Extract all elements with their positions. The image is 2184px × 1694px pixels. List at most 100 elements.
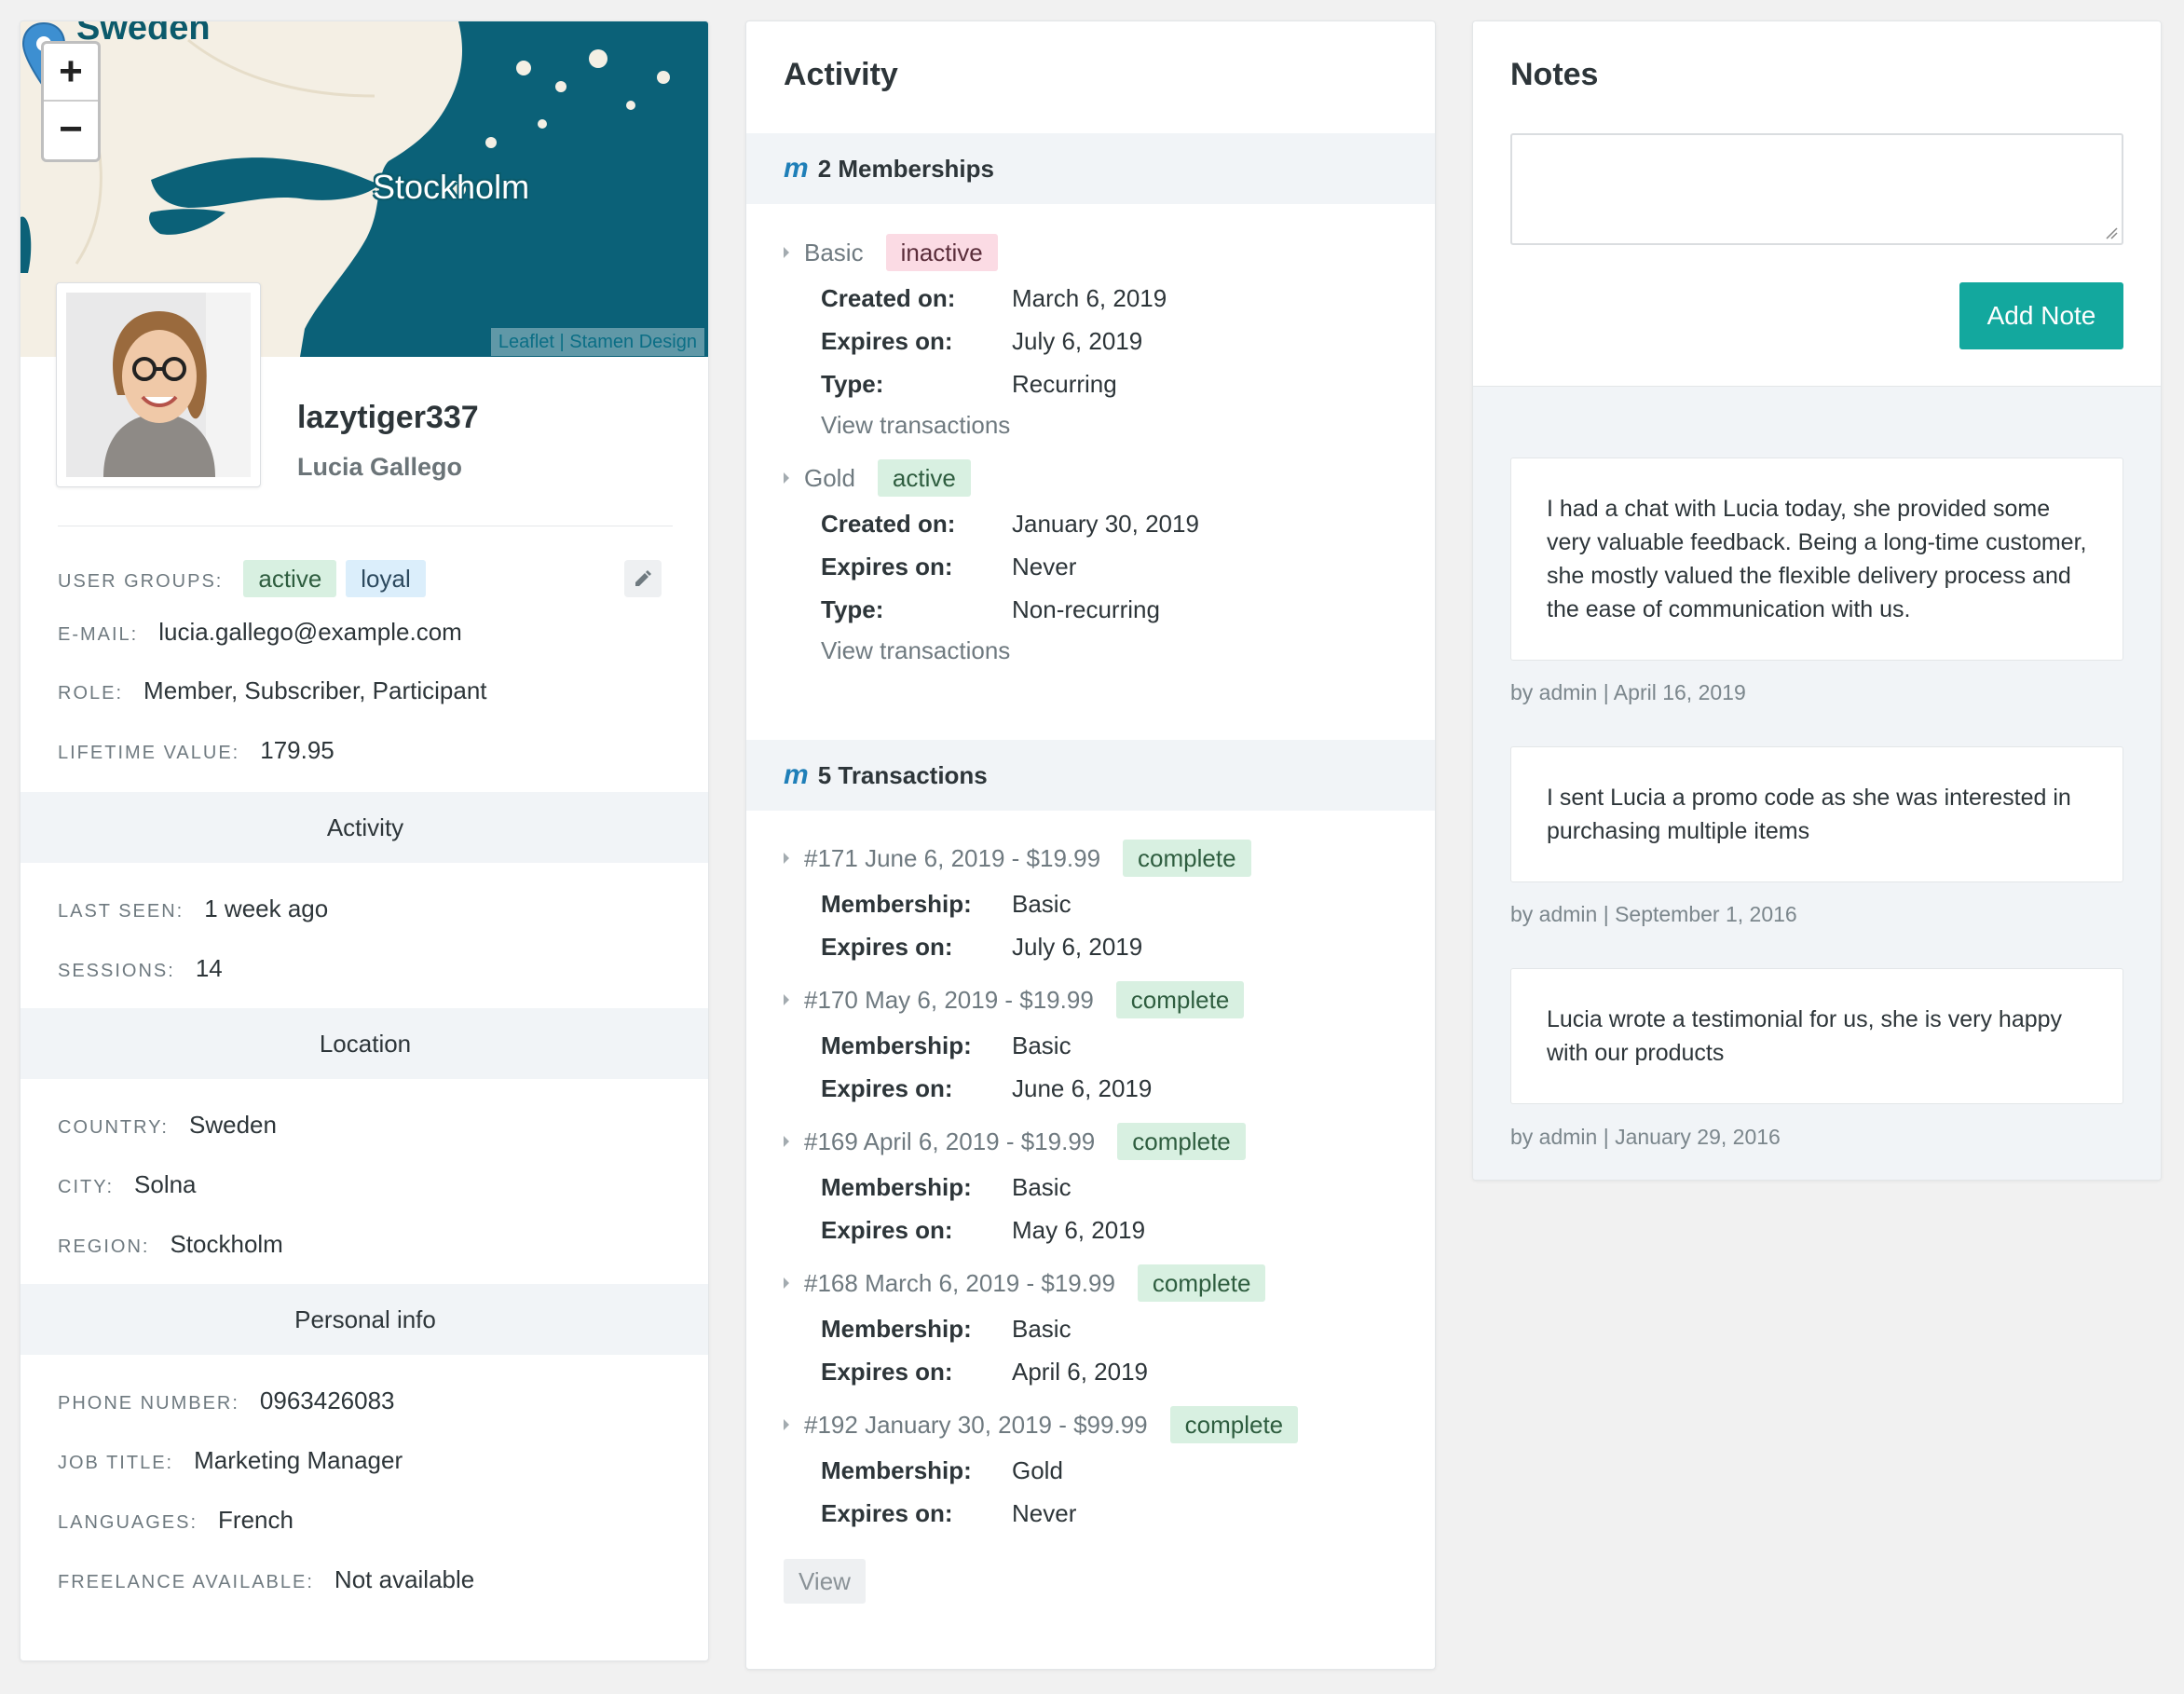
kv-label: Membership: — [821, 890, 972, 918]
region-value: Stockholm — [170, 1230, 283, 1258]
transactions-header[interactable]: m 5 Transactions — [746, 740, 1435, 811]
caret-right-icon — [784, 247, 789, 258]
caret-right-icon — [784, 1136, 789, 1147]
personal-info-section-header: Personal info — [20, 1284, 708, 1355]
kv-label: Membership: — [821, 1031, 972, 1059]
membership-type: Type: Non-recurring — [821, 595, 1160, 624]
caret-right-icon — [784, 853, 789, 864]
brand-m-icon: m — [784, 759, 809, 790]
kv-label: Membership: — [821, 1173, 972, 1201]
avatar — [56, 282, 261, 487]
username: lazytiger337 — [297, 400, 479, 435]
kv-label: Membership: — [821, 1456, 972, 1484]
user-group-badge-loyal: loyal — [346, 560, 426, 597]
field-label: USER GROUPS: — [58, 571, 224, 592]
transaction-row[interactable]: #168 March 6, 2019 - $19.99 complete — [784, 1264, 1275, 1302]
view-button[interactable]: View — [784, 1559, 866, 1604]
map-zoom-control: + − — [41, 41, 101, 162]
note-meta: by admin | January 29, 2016 — [1510, 1125, 1781, 1149]
transaction-row[interactable]: #171 June 6, 2019 - $19.99 complete — [784, 840, 1261, 877]
membership-type: Type: Recurring — [821, 370, 1117, 399]
city-value: Solna — [134, 1170, 197, 1198]
kv-value: April 6, 2019 — [1012, 1358, 1148, 1386]
transaction-expires: Expires on: Never — [821, 1499, 1076, 1528]
transaction-expires: Expires on: May 6, 2019 — [821, 1216, 1145, 1245]
kv-label: Type: — [821, 370, 884, 398]
membership-row[interactable]: Gold active — [784, 459, 980, 497]
brand-m-icon: m — [784, 153, 809, 184]
role-field: ROLE: Member, Subscriber, Participant — [58, 676, 487, 705]
country-value: Sweden — [188, 1111, 277, 1139]
location-map[interactable]: Sweden Stockholm + − Leaflet | Stamen De… — [20, 21, 708, 357]
country-field: COUNTRY: Sweden — [58, 1111, 277, 1140]
status-badge: complete — [1123, 840, 1251, 877]
kv-value: Never — [1012, 553, 1077, 581]
city-field: CITY: Solna — [58, 1170, 197, 1199]
activity-card: Activity m 2 Memberships Basic inactive … — [745, 20, 1436, 1670]
lifetime-value: 179.95 — [260, 736, 334, 764]
note-item: I had a chat with Lucia today, she provi… — [1510, 458, 2123, 661]
email-field: E-MAIL: lucia.gallego@example.com — [58, 618, 462, 647]
caret-right-icon — [784, 1419, 789, 1430]
kv-label: Created on: — [821, 284, 956, 312]
resize-grip-icon[interactable] — [2103, 225, 2118, 239]
kv-label: Expires on: — [821, 1074, 953, 1102]
add-note-button[interactable]: Add Note — [1959, 282, 2123, 349]
note-item: Lucia wrote a testimonial for us, she is… — [1510, 968, 2123, 1104]
transaction-title: #192 January 30, 2019 - $99.99 — [804, 1410, 1148, 1439]
transaction-row[interactable]: #169 April 6, 2019 - $19.99 complete — [784, 1123, 1255, 1160]
map-attribution[interactable]: Leaflet | Stamen Design — [490, 328, 704, 356]
location-section-header: Location — [20, 1008, 708, 1079]
membership-created: Created on: March 6, 2019 — [821, 284, 1167, 313]
region-field: REGION: Stockholm — [58, 1230, 283, 1259]
field-label: FREELANCE AVAILABLE: — [58, 1572, 314, 1592]
field-label: CITY: — [58, 1177, 115, 1197]
transaction-title: #170 May 6, 2019 - $19.99 — [804, 985, 1094, 1014]
field-label: SESSIONS: — [58, 961, 175, 981]
kv-value: Non-recurring — [1012, 595, 1160, 623]
note-textarea[interactable] — [1510, 133, 2123, 245]
caret-right-icon — [784, 994, 789, 1005]
zoom-out-button[interactable]: − — [59, 106, 83, 152]
status-badge: inactive — [885, 234, 998, 271]
note-item: I sent Lucia a promo code as she was int… — [1510, 746, 2123, 882]
transaction-membership: Membership: Basic — [821, 1173, 1072, 1202]
kv-value: July 6, 2019 — [1012, 933, 1143, 961]
edit-groups-button[interactable] — [624, 560, 662, 597]
view-transactions-link[interactable]: View transactions — [821, 411, 1011, 439]
kv-value: Gold — [1012, 1456, 1063, 1484]
membership-expires: Expires on: July 6, 2019 — [821, 327, 1142, 356]
avatar-photo — [66, 293, 251, 477]
kv-value: June 6, 2019 — [1012, 1074, 1153, 1102]
notes-title: Notes — [1510, 57, 1599, 92]
transaction-membership: Membership: Basic — [821, 1315, 1072, 1344]
membership-name: Basic — [804, 238, 864, 266]
field-label: LANGUAGES: — [58, 1512, 198, 1533]
transaction-row[interactable]: #192 January 30, 2019 - $99.99 complete — [784, 1406, 1307, 1443]
membership-row[interactable]: Basic inactive — [784, 234, 1007, 271]
memberships-header[interactable]: m 2 Memberships — [746, 133, 1435, 204]
kv-label: Type: — [821, 595, 884, 623]
view-transactions-link[interactable]: View transactions — [821, 636, 1011, 664]
phone-value: 0963426083 — [259, 1387, 395, 1414]
transaction-expires: Expires on: July 6, 2019 — [821, 933, 1142, 962]
kv-value: Never — [1012, 1499, 1077, 1527]
transaction-row[interactable]: #170 May 6, 2019 - $19.99 complete — [784, 981, 1253, 1018]
zoom-in-button[interactable]: + — [44, 44, 98, 102]
transaction-title: #168 March 6, 2019 - $19.99 — [804, 1268, 1115, 1297]
email-value[interactable]: lucia.gallego@example.com — [158, 618, 462, 646]
field-label: LAST SEEN: — [58, 901, 184, 922]
membership-created: Created on: January 30, 2019 — [821, 510, 1199, 539]
field-label: PHONE NUMBER: — [58, 1393, 239, 1414]
kv-value: Basic — [1012, 890, 1072, 918]
transactions-count: 5 Transactions — [817, 760, 988, 789]
field-label: E-MAIL: — [58, 624, 139, 645]
notes-form: Notes Add Note — [1473, 21, 2161, 387]
kv-value: Basic — [1012, 1173, 1072, 1201]
sessions-field: SESSIONS: 14 — [58, 954, 223, 983]
profile-card: Sweden Stockholm + − Leaflet | Stamen De… — [20, 20, 709, 1661]
status-badge: complete — [1115, 981, 1245, 1018]
map-city-label: Stockholm — [373, 168, 530, 206]
freelance-value: Not available — [334, 1565, 475, 1593]
freelance-field: FREELANCE AVAILABLE: Not available — [58, 1565, 474, 1594]
